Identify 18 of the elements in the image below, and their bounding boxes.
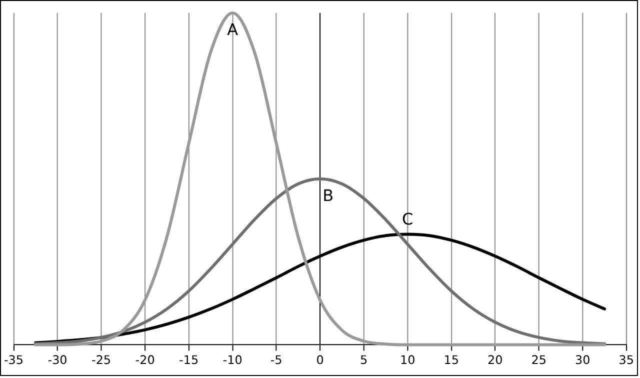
x-tick-label: 20: [488, 352, 503, 367]
x-tick-label: 5: [360, 352, 368, 367]
series-label: B: [322, 186, 334, 205]
x-tick-label: -25: [92, 352, 112, 367]
x-tick-label: 10: [400, 352, 416, 367]
x-tick-label: -15: [179, 352, 199, 367]
x-tick-label: 15: [444, 352, 459, 367]
x-tick-label: 0: [316, 352, 324, 367]
x-tick-label: -20: [135, 352, 155, 367]
x-tick-label: 25: [531, 352, 546, 367]
series-label: C: [402, 209, 414, 228]
x-tick-label: 30: [575, 352, 590, 367]
x-tick-label: -30: [48, 352, 68, 367]
series-label: A: [227, 20, 238, 39]
x-tick-label: -35: [4, 352, 24, 367]
x-tick-label: 35: [618, 352, 634, 367]
x-tick-label: -10: [222, 352, 242, 367]
x-tick-label: -5: [270, 352, 282, 367]
